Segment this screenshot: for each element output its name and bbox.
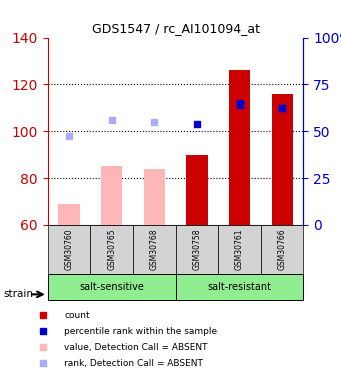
Bar xyxy=(218,225,261,274)
Bar xyxy=(144,169,165,225)
Text: GSM30761: GSM30761 xyxy=(235,229,244,270)
Text: GSM30766: GSM30766 xyxy=(278,228,287,270)
Text: count: count xyxy=(64,311,90,320)
Bar xyxy=(271,94,293,225)
Bar xyxy=(176,274,303,300)
Bar xyxy=(176,225,218,274)
Title: GDS1547 / rc_AI101094_at: GDS1547 / rc_AI101094_at xyxy=(92,22,260,35)
Text: GSM30768: GSM30768 xyxy=(150,229,159,270)
Text: percentile rank within the sample: percentile rank within the sample xyxy=(64,327,217,336)
Bar xyxy=(48,225,90,274)
Bar xyxy=(186,154,208,225)
Text: GSM30765: GSM30765 xyxy=(107,228,116,270)
Text: value, Detection Call = ABSENT: value, Detection Call = ABSENT xyxy=(64,343,208,352)
Text: salt-resistant: salt-resistant xyxy=(208,282,271,292)
Text: strain: strain xyxy=(3,290,33,299)
Text: salt-sensitive: salt-sensitive xyxy=(79,282,144,292)
Bar xyxy=(229,70,250,225)
Bar xyxy=(58,204,80,225)
Bar xyxy=(261,225,303,274)
Bar xyxy=(90,225,133,274)
Bar xyxy=(133,225,176,274)
Text: GSM30760: GSM30760 xyxy=(64,228,74,270)
Text: rank, Detection Call = ABSENT: rank, Detection Call = ABSENT xyxy=(64,359,203,368)
Bar xyxy=(101,166,122,225)
Text: GSM30758: GSM30758 xyxy=(192,229,202,270)
Bar xyxy=(48,274,176,300)
